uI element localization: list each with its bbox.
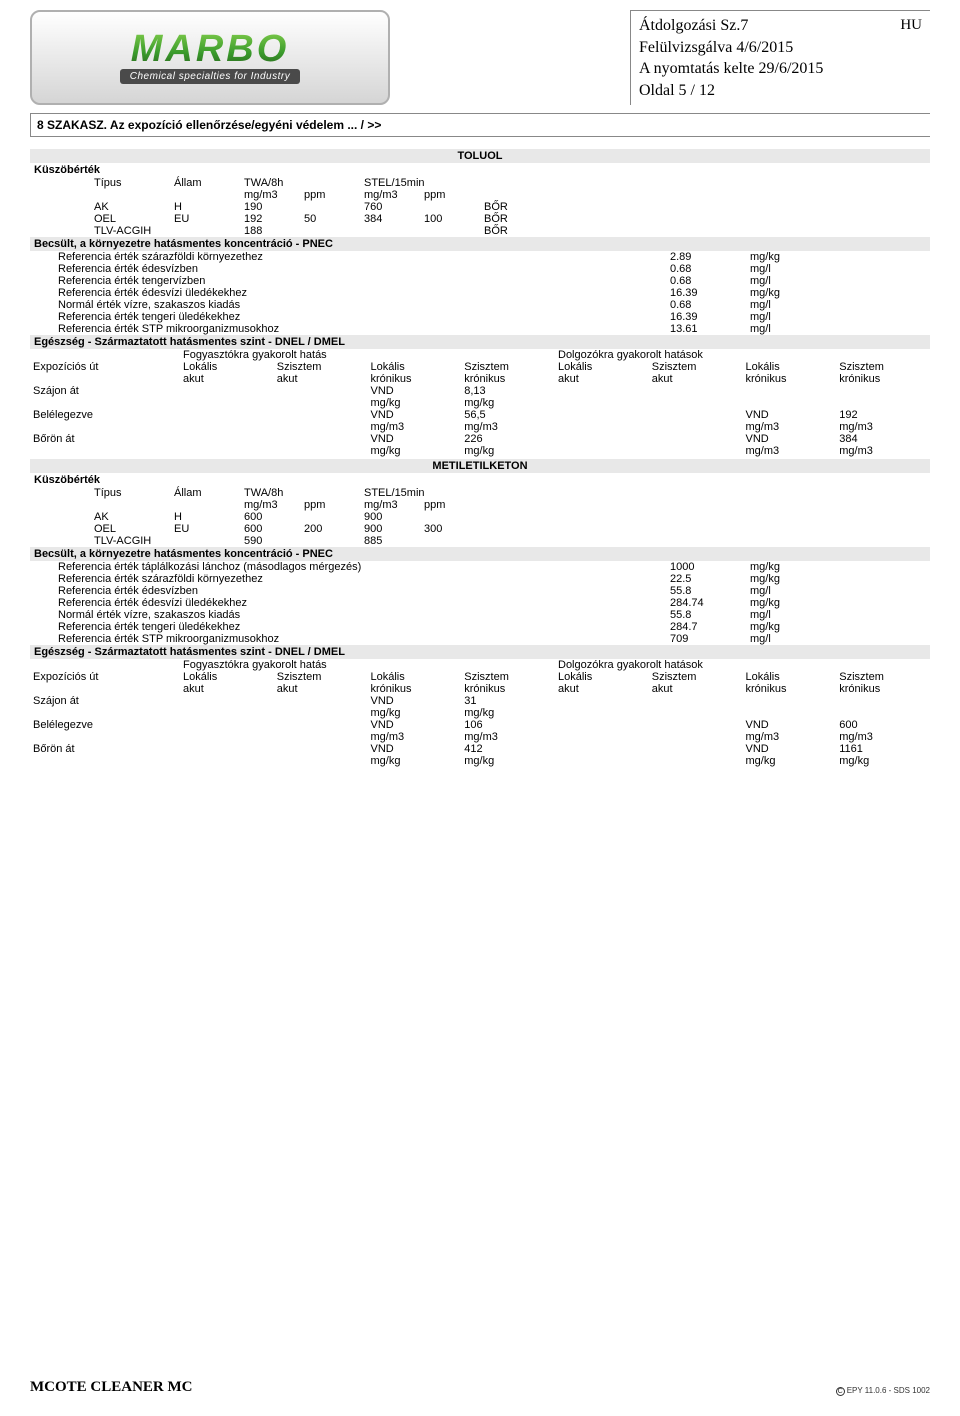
table-row: TLV-ACGIH 590 885: [30, 535, 930, 547]
substance-toluol: TOLUOL: [30, 149, 930, 163]
ref-row: Referencia érték szárazföldi környezethe…: [30, 573, 930, 585]
logo: MARBO Chemical specialties for Industry: [30, 10, 390, 105]
version-info: CEPY 11.0.6 - SDS 1002: [836, 1386, 930, 1396]
threshold-label: Küszöbérték: [30, 473, 930, 487]
page-footer: MCOTE CLEANER MC CEPY 11.0.6 - SDS 1002: [30, 1379, 930, 1396]
dnel-heading: Egészség - Származtatott hatásmentes szi…: [30, 335, 930, 349]
ref-row: Normál érték vízre, szakaszos kiadás55.8…: [30, 609, 930, 621]
toluol-dnel-table: Fogyasztókra gyakorolt hatás Dolgozókra …: [30, 349, 930, 457]
table-row: AK H 600 900: [30, 511, 930, 523]
ref-row: Normál érték vízre, szakaszos kiadás0.68…: [30, 299, 930, 311]
ref-row: Referencia érték édesvízi üledékekhez284…: [30, 597, 930, 609]
ref-row: Referencia érték édesvízben55.8mg/l: [30, 585, 930, 597]
ref-row: Referencia érték tengeri üledékekhez16.3…: [30, 311, 930, 323]
meta-line2: Felülvizsgálva 4/6/2015: [639, 37, 922, 59]
table-row: TLV-ACGIH 188 BŐR: [30, 225, 930, 237]
section-title: 8 SZAKASZ. Az expozíció ellenőrzése/egyé…: [30, 113, 930, 137]
mek-dnel-table: Fogyasztókra gyakorolt hatás Dolgozókra …: [30, 659, 930, 767]
threshold-label: Küszöbérték: [30, 163, 930, 177]
ref-row: Referencia érték tengeri üledékekhez284.…: [30, 621, 930, 633]
logo-main: MARBO: [131, 31, 290, 67]
ref-row: Referencia érték tengervízben0.68mg/l: [30, 275, 930, 287]
dnel-row-dermal: Bőrön át VND 412 VND 1161: [30, 743, 930, 755]
ref-row: Referencia érték STP mikroorganizmusokho…: [30, 633, 930, 645]
product-name: MCOTE CLEANER MC: [30, 1379, 193, 1396]
header-meta: Átdolgozási Sz.7 HU Felülvizsgálva 4/6/20…: [630, 10, 930, 105]
ref-row: Referencia érték édesvízi üledékekhez16.…: [30, 287, 930, 299]
ref-row: Referencia érték szárazföldi környezethe…: [30, 251, 930, 263]
dnel-row-oral: Szájon át VND 8,13: [30, 385, 930, 397]
pnec-heading: Becsült, a környezetre hatásmentes konce…: [30, 237, 930, 251]
dnel-row-inhale: Belélegezve VND 106 VND 600: [30, 719, 930, 731]
ref-row: Referencia érték édesvízben0.68mg/l: [30, 263, 930, 275]
meta-line4: Oldal 5 / 12: [639, 80, 922, 102]
substance-mek: METILETILKETON: [30, 459, 930, 473]
meta-line1: Átdolgozási Sz.7: [639, 17, 748, 34]
lang-code: HU: [900, 15, 922, 35]
table-row: AK H 190 760 BŐR: [30, 201, 930, 213]
logo-subtitle: Chemical specialties for Industry: [120, 69, 300, 84]
dnel-heading: Egészség - Származtatott hatásmentes szi…: [30, 645, 930, 659]
pnec-heading: Becsült, a környezetre hatásmentes konce…: [30, 547, 930, 561]
ref-row: Referencia érték táplálkozási lánchoz (m…: [30, 561, 930, 573]
mek-threshold-table: Típus Állam TWA/8h STEL/15min mg/m3 ppm …: [30, 487, 930, 547]
dnel-row-inhale: Belélegezve VND 56,5 VND 192: [30, 409, 930, 421]
ref-row: Referencia érték STP mikroorganizmusokho…: [30, 323, 930, 335]
meta-line3: A nyomtatás kelte 29/6/2015: [639, 58, 922, 80]
dnel-row-oral: Szájon át VND 31: [30, 695, 930, 707]
page-header: MARBO Chemical specialties for Industry …: [30, 10, 930, 105]
table-row: OEL EU 192 50 384 100 BŐR: [30, 213, 930, 225]
table-row: OEL EU 600 200 900 300: [30, 523, 930, 535]
dnel-row-dermal: Bőrön át VND 226 VND 384: [30, 433, 930, 445]
toluol-threshold-table: Típus Állam TWA/8h STEL/15min mg/m3 ppm …: [30, 177, 930, 237]
